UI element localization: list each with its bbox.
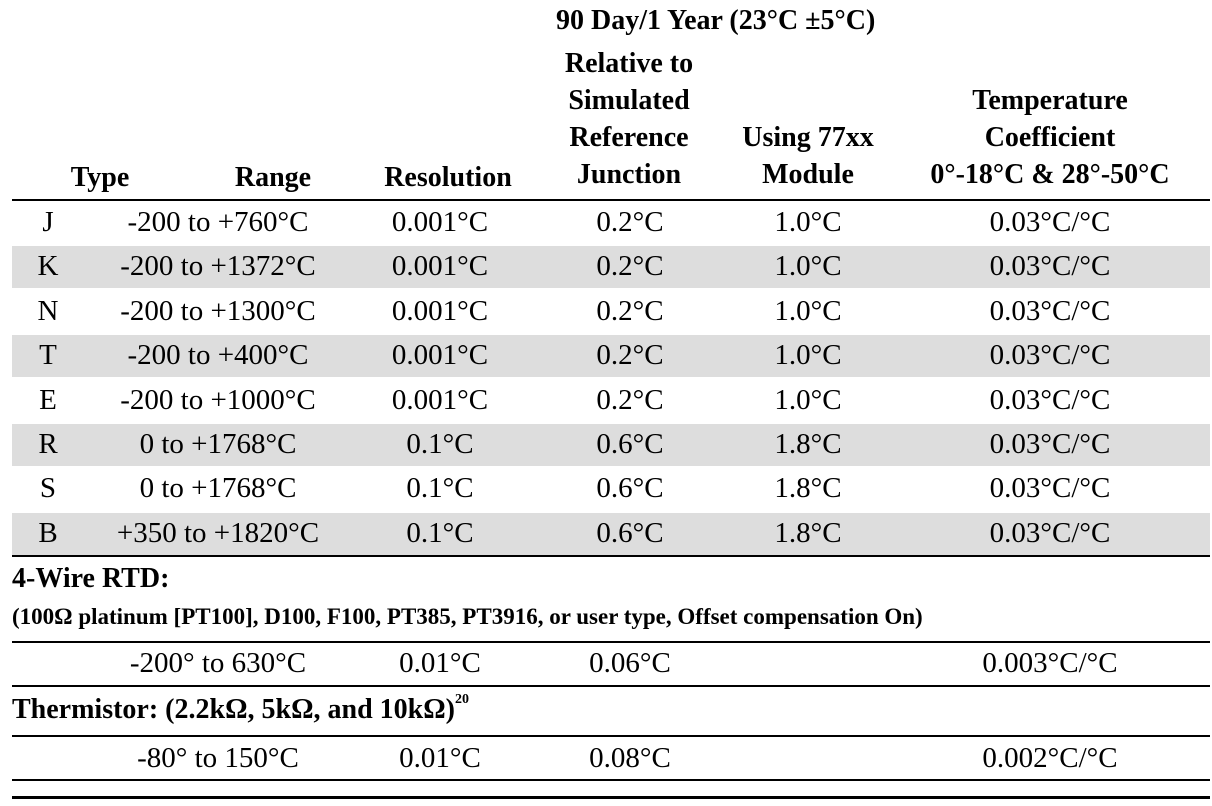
col-header-module-line2: Module bbox=[762, 159, 854, 190]
type-cell: E bbox=[39, 383, 57, 416]
col-header-type: Type bbox=[70, 162, 130, 193]
rtd-relative: 0.06°C bbox=[589, 647, 671, 679]
module-cell: 1.0°C bbox=[774, 339, 842, 372]
type-cell: S bbox=[39, 472, 57, 505]
thermistor-resolution: 0.01°C bbox=[399, 742, 481, 774]
rtd-subtitle: (100Ω platinum [PT100], D100, F100, PT38… bbox=[12, 604, 923, 629]
range-cell: -200 to +400°C bbox=[127, 339, 309, 372]
col-header-resolution: Resolution bbox=[384, 162, 512, 193]
col-header-tempco-line1: Temperature bbox=[972, 85, 1128, 116]
thermistor-title: Thermistor: (2.2kΩ, 5kΩ, and 10kΩ)20 bbox=[12, 692, 469, 726]
type-cell: K bbox=[37, 250, 59, 283]
col-header-module: Using 77xx Module bbox=[718, 119, 898, 193]
type-cell: R bbox=[38, 428, 58, 460]
tempco-cell: 0.03°C/°C bbox=[989, 383, 1111, 416]
col-header-range: Range bbox=[234, 162, 312, 193]
rtd-title: 4-Wire RTD: bbox=[12, 563, 170, 594]
module-cell: 1.0°C bbox=[774, 383, 842, 416]
tempco-cell: 0.03°C/°C bbox=[989, 294, 1111, 327]
range-cell: -200 to +760°C bbox=[127, 206, 309, 238]
resolution-cell: 0.001°C bbox=[391, 294, 489, 327]
resolution-cell: 0.001°C bbox=[391, 250, 489, 283]
module-cell: 1.0°C bbox=[774, 250, 842, 283]
resolution-cell: 0.1°C bbox=[406, 472, 474, 505]
type-cell: J bbox=[42, 206, 54, 238]
relative-cell: 0.6°C bbox=[596, 516, 664, 549]
range-cell: -200 to +1000°C bbox=[120, 383, 316, 416]
col-header-module-line1: Using 77xx bbox=[742, 122, 874, 153]
module-cell: 1.8°C bbox=[774, 428, 842, 460]
rtd-range: -200° to 630°C bbox=[129, 647, 307, 679]
range-cell: 0 to +1768°C bbox=[139, 472, 297, 505]
thermistor-bottom-rule bbox=[12, 779, 1210, 781]
col-header-tempco-line3: 0°-18°C & 28°-50°C bbox=[930, 159, 1170, 190]
thermistor-range: -80° to 150°C bbox=[137, 742, 299, 774]
row-shading bbox=[12, 424, 1210, 466]
module-cell: 1.0°C bbox=[774, 294, 842, 327]
rtd-tempco: 0.003°C/°C bbox=[982, 647, 1118, 679]
tempco-cell: 0.03°C/°C bbox=[989, 516, 1111, 549]
col-header-tempco-line2: Coefficient bbox=[984, 122, 1116, 153]
col-header-relative-line2: Simulated bbox=[568, 85, 690, 116]
module-cell: 1.0°C bbox=[774, 206, 842, 238]
type-cell: T bbox=[39, 339, 57, 372]
type-cell: B bbox=[38, 516, 58, 549]
group-header: 90 Day/1 Year (23°C ±5°C) bbox=[556, 5, 876, 36]
col-header-relative-line3: Reference bbox=[569, 122, 689, 153]
rtd-resolution: 0.01°C bbox=[399, 647, 481, 679]
tempco-cell: 0.03°C/°C bbox=[989, 472, 1111, 505]
module-cell: 1.8°C bbox=[774, 472, 842, 505]
range-cell: +350 to +1820°C bbox=[116, 516, 320, 549]
col-header-relative-line1: Relative to bbox=[564, 48, 694, 79]
thermistor-header-rule bbox=[12, 735, 1210, 737]
tempco-cell: 0.03°C/°C bbox=[989, 428, 1111, 460]
range-cell: -200 to +1372°C bbox=[120, 250, 316, 283]
thermistor-tempco: 0.002°C/°C bbox=[982, 742, 1118, 774]
relative-cell: 0.2°C bbox=[596, 206, 664, 238]
tempco-cell: 0.03°C/°C bbox=[989, 250, 1111, 283]
type-cell: N bbox=[37, 294, 59, 327]
resolution-cell: 0.1°C bbox=[406, 516, 474, 549]
range-cell: 0 to +1768°C bbox=[139, 428, 297, 460]
tempco-cell: 0.03°C/°C bbox=[989, 206, 1111, 238]
relative-cell: 0.2°C bbox=[596, 383, 664, 416]
resolution-cell: 0.001°C bbox=[391, 206, 489, 238]
thermistor-relative: 0.08°C bbox=[589, 742, 671, 774]
relative-cell: 0.2°C bbox=[596, 294, 664, 327]
rtd-bottom-rule bbox=[12, 685, 1210, 687]
resolution-cell: 0.1°C bbox=[406, 428, 474, 460]
relative-cell: 0.6°C bbox=[596, 472, 664, 505]
rtd-header-rule bbox=[12, 641, 1210, 643]
table-end-rule bbox=[12, 796, 1210, 799]
row-shading bbox=[12, 512, 1210, 555]
tempco-cell: 0.03°C/°C bbox=[989, 339, 1111, 372]
resolution-cell: 0.001°C bbox=[391, 383, 489, 416]
row-shading bbox=[12, 335, 1210, 378]
col-header-relative-line4: Junction bbox=[576, 159, 682, 190]
row-shading bbox=[12, 246, 1210, 289]
module-cell: 1.8°C bbox=[774, 516, 842, 549]
col-header-relative: Relative to Simulated Reference Junction bbox=[548, 45, 710, 193]
resolution-cell: 0.001°C bbox=[391, 339, 489, 372]
relative-cell: 0.2°C bbox=[596, 339, 664, 372]
col-header-tempco: Temperature Coefficient 0°-18°C & 28°-50… bbox=[900, 82, 1200, 193]
thermistor-title-text: Thermistor: (2.2kΩ, 5kΩ, and 10kΩ) bbox=[12, 694, 455, 725]
relative-cell: 0.6°C bbox=[596, 428, 664, 460]
thermocouple-bottom-rule bbox=[12, 555, 1210, 557]
header-rule bbox=[12, 199, 1210, 201]
thermistor-footnote: 20 bbox=[454, 692, 469, 707]
relative-cell: 0.2°C bbox=[596, 250, 664, 283]
range-cell: -200 to +1300°C bbox=[120, 294, 316, 327]
